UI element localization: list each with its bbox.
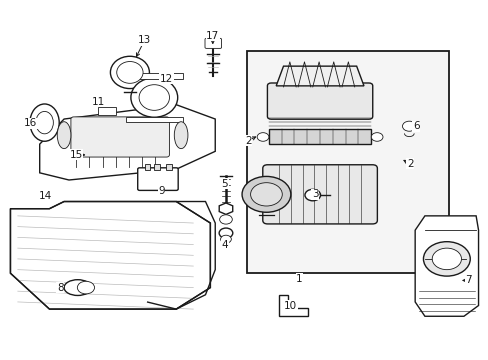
Ellipse shape [117,62,143,83]
Bar [126,117,182,122]
Circle shape [219,228,232,238]
Polygon shape [278,296,307,316]
Bar [154,163,160,170]
Text: 4: 4 [221,239,228,249]
Text: 2: 2 [406,159,413,169]
Polygon shape [414,216,478,316]
Text: 11: 11 [91,97,104,107]
Circle shape [431,248,461,270]
Text: 15: 15 [69,150,83,160]
Ellipse shape [30,104,59,141]
Ellipse shape [110,56,149,89]
Text: 17: 17 [206,31,219,41]
Text: 14: 14 [39,191,52,201]
Ellipse shape [139,85,169,110]
Circle shape [257,133,268,141]
Circle shape [250,183,282,206]
Ellipse shape [131,78,177,117]
Text: 8: 8 [57,283,63,293]
Text: 5: 5 [221,179,228,189]
Circle shape [77,281,94,294]
FancyBboxPatch shape [204,39,221,48]
Text: 6: 6 [412,121,419,131]
Bar [126,73,182,78]
Ellipse shape [174,122,187,149]
Bar [268,130,370,144]
Text: 9: 9 [158,186,164,196]
Ellipse shape [57,122,71,149]
Circle shape [370,133,382,141]
Circle shape [242,176,290,212]
Circle shape [305,189,320,201]
Circle shape [423,242,469,276]
Polygon shape [276,66,363,86]
Text: 12: 12 [160,74,173,84]
Bar [166,163,172,170]
Bar [98,107,116,116]
Text: 16: 16 [24,118,38,128]
Polygon shape [40,105,215,180]
Text: 10: 10 [284,301,297,311]
Text: 13: 13 [138,35,151,45]
Text: 2: 2 [244,136,251,145]
FancyBboxPatch shape [267,83,372,119]
Text: 1: 1 [296,274,302,284]
Bar [144,163,150,170]
FancyBboxPatch shape [138,168,178,190]
Ellipse shape [64,280,91,296]
FancyBboxPatch shape [71,117,169,157]
FancyBboxPatch shape [262,165,377,224]
Circle shape [220,235,231,243]
Ellipse shape [36,112,53,134]
Bar [246,51,448,273]
Circle shape [219,215,232,224]
Polygon shape [10,202,210,309]
Text: 3: 3 [311,189,318,199]
Circle shape [402,121,415,131]
Text: 7: 7 [465,275,471,285]
